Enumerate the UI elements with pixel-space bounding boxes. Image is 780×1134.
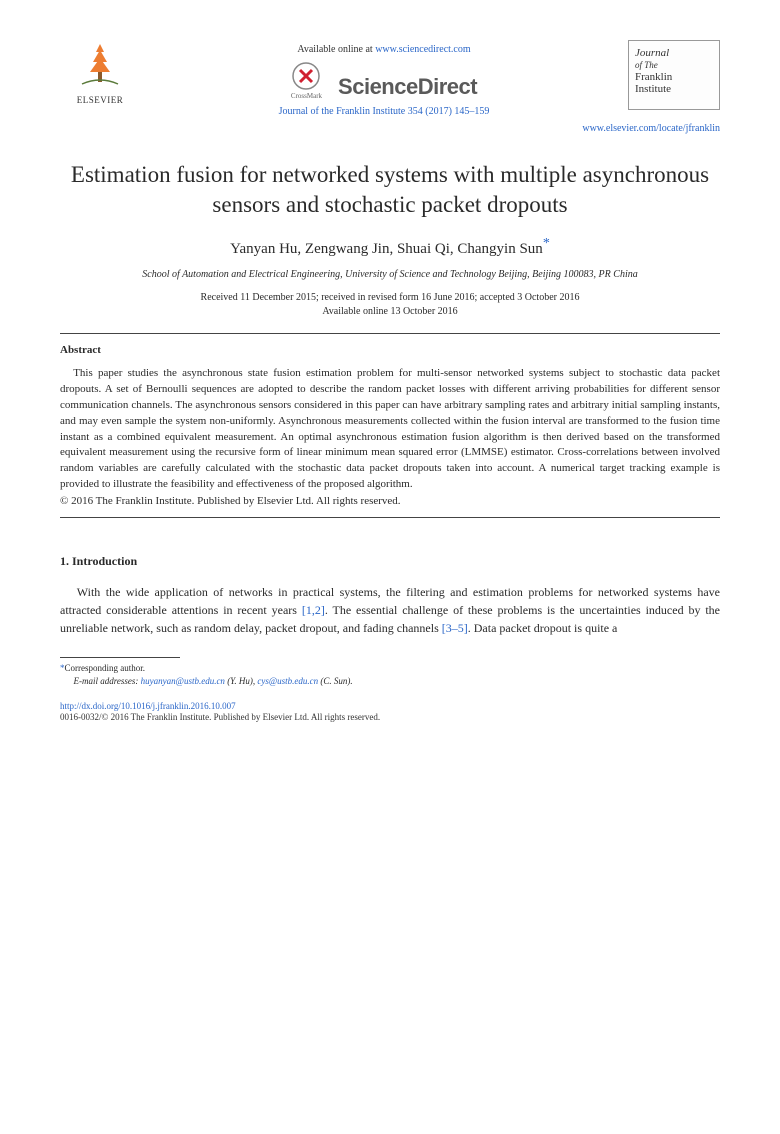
journal-cover-line: Institute bbox=[635, 83, 713, 95]
corresponding-label: Corresponding author. bbox=[65, 663, 146, 673]
footnote-divider bbox=[60, 657, 180, 658]
email-link[interactable]: huyanyan@ustb.edu.cn bbox=[141, 676, 225, 686]
email-who: (C. Sun). bbox=[318, 676, 353, 686]
dates-line-2: Available online 13 October 2016 bbox=[60, 305, 720, 319]
sciencedirect-logo: ScienceDirect bbox=[338, 74, 477, 100]
abstract-copyright: © 2016 The Franklin Institute. Published… bbox=[60, 495, 720, 507]
elsevier-locate-link[interactable]: www.elsevier.com/locate/jfranklin bbox=[60, 123, 720, 134]
journal-cover-line: Franklin bbox=[635, 71, 713, 83]
header-center: Available online at www.sciencedirect.co… bbox=[140, 40, 628, 117]
available-prefix: Available online at bbox=[297, 44, 375, 55]
email-link[interactable]: cys@ustb.edu.cn bbox=[257, 676, 318, 686]
elsevier-logo-block: ELSEVIER bbox=[60, 40, 140, 105]
abstract-text: This paper studies the asynchronous stat… bbox=[60, 366, 720, 494]
article-dates: Received 11 December 2015; received in r… bbox=[60, 291, 720, 319]
email-label: E-mail addresses: bbox=[74, 676, 141, 686]
article-title: Estimation fusion for networked systems … bbox=[70, 160, 710, 220]
issn-line: 0016-0032/© 2016 The Franklin Institute.… bbox=[60, 712, 720, 722]
elsevier-tree-icon bbox=[76, 40, 124, 88]
email-who: (Y. Hu), bbox=[225, 676, 257, 686]
crossmark-block[interactable]: CrossMark bbox=[291, 61, 322, 100]
crossmark-icon bbox=[291, 61, 321, 91]
divider bbox=[60, 517, 720, 518]
corresponding-author-note: *Corresponding author. bbox=[60, 662, 720, 675]
authors-line: Yanyan Hu, Zengwang Jin, Shuai Qi, Chang… bbox=[60, 236, 720, 258]
doi-link[interactable]: http://dx.doi.org/10.1016/j.jfranklin.20… bbox=[60, 701, 720, 711]
journal-cover-line: of The bbox=[635, 60, 713, 70]
intro-text-post: . Data packet dropout is quite a bbox=[468, 621, 618, 635]
abstract-heading: Abstract bbox=[60, 344, 720, 356]
divider bbox=[60, 333, 720, 334]
journal-cover-line: Journal bbox=[635, 47, 713, 59]
authors-names: Yanyan Hu, Zengwang Jin, Shuai Qi, Chang… bbox=[230, 241, 543, 257]
citation-link[interactable]: [1,2] bbox=[302, 603, 325, 617]
section-heading-intro: 1. Introduction bbox=[60, 554, 720, 569]
affiliation: School of Automation and Electrical Engi… bbox=[90, 268, 690, 281]
sciencedirect-url[interactable]: www.sciencedirect.com bbox=[375, 44, 470, 55]
footnote-block: *Corresponding author. E-mail addresses:… bbox=[60, 662, 720, 687]
dates-line-1: Received 11 December 2015; received in r… bbox=[60, 291, 720, 305]
corresponding-mark: * bbox=[543, 236, 550, 251]
intro-paragraph: With the wide application of networks in… bbox=[60, 583, 720, 637]
available-online-line: Available online at www.sciencedirect.co… bbox=[140, 44, 628, 55]
journal-cover: Journal of The Franklin Institute bbox=[628, 40, 720, 110]
journal-cover-block: Journal of The Franklin Institute bbox=[628, 40, 720, 110]
elsevier-label: ELSEVIER bbox=[60, 95, 140, 105]
header-row: ELSEVIER Available online at www.science… bbox=[60, 40, 720, 117]
logos-row: CrossMark ScienceDirect bbox=[140, 61, 628, 100]
citation-link[interactable]: [3–5] bbox=[442, 621, 468, 635]
crossmark-label: CrossMark bbox=[291, 92, 322, 100]
journal-reference[interactable]: Journal of the Franklin Institute 354 (2… bbox=[140, 106, 628, 117]
email-line: E-mail addresses: huyanyan@ustb.edu.cn (… bbox=[60, 675, 720, 688]
